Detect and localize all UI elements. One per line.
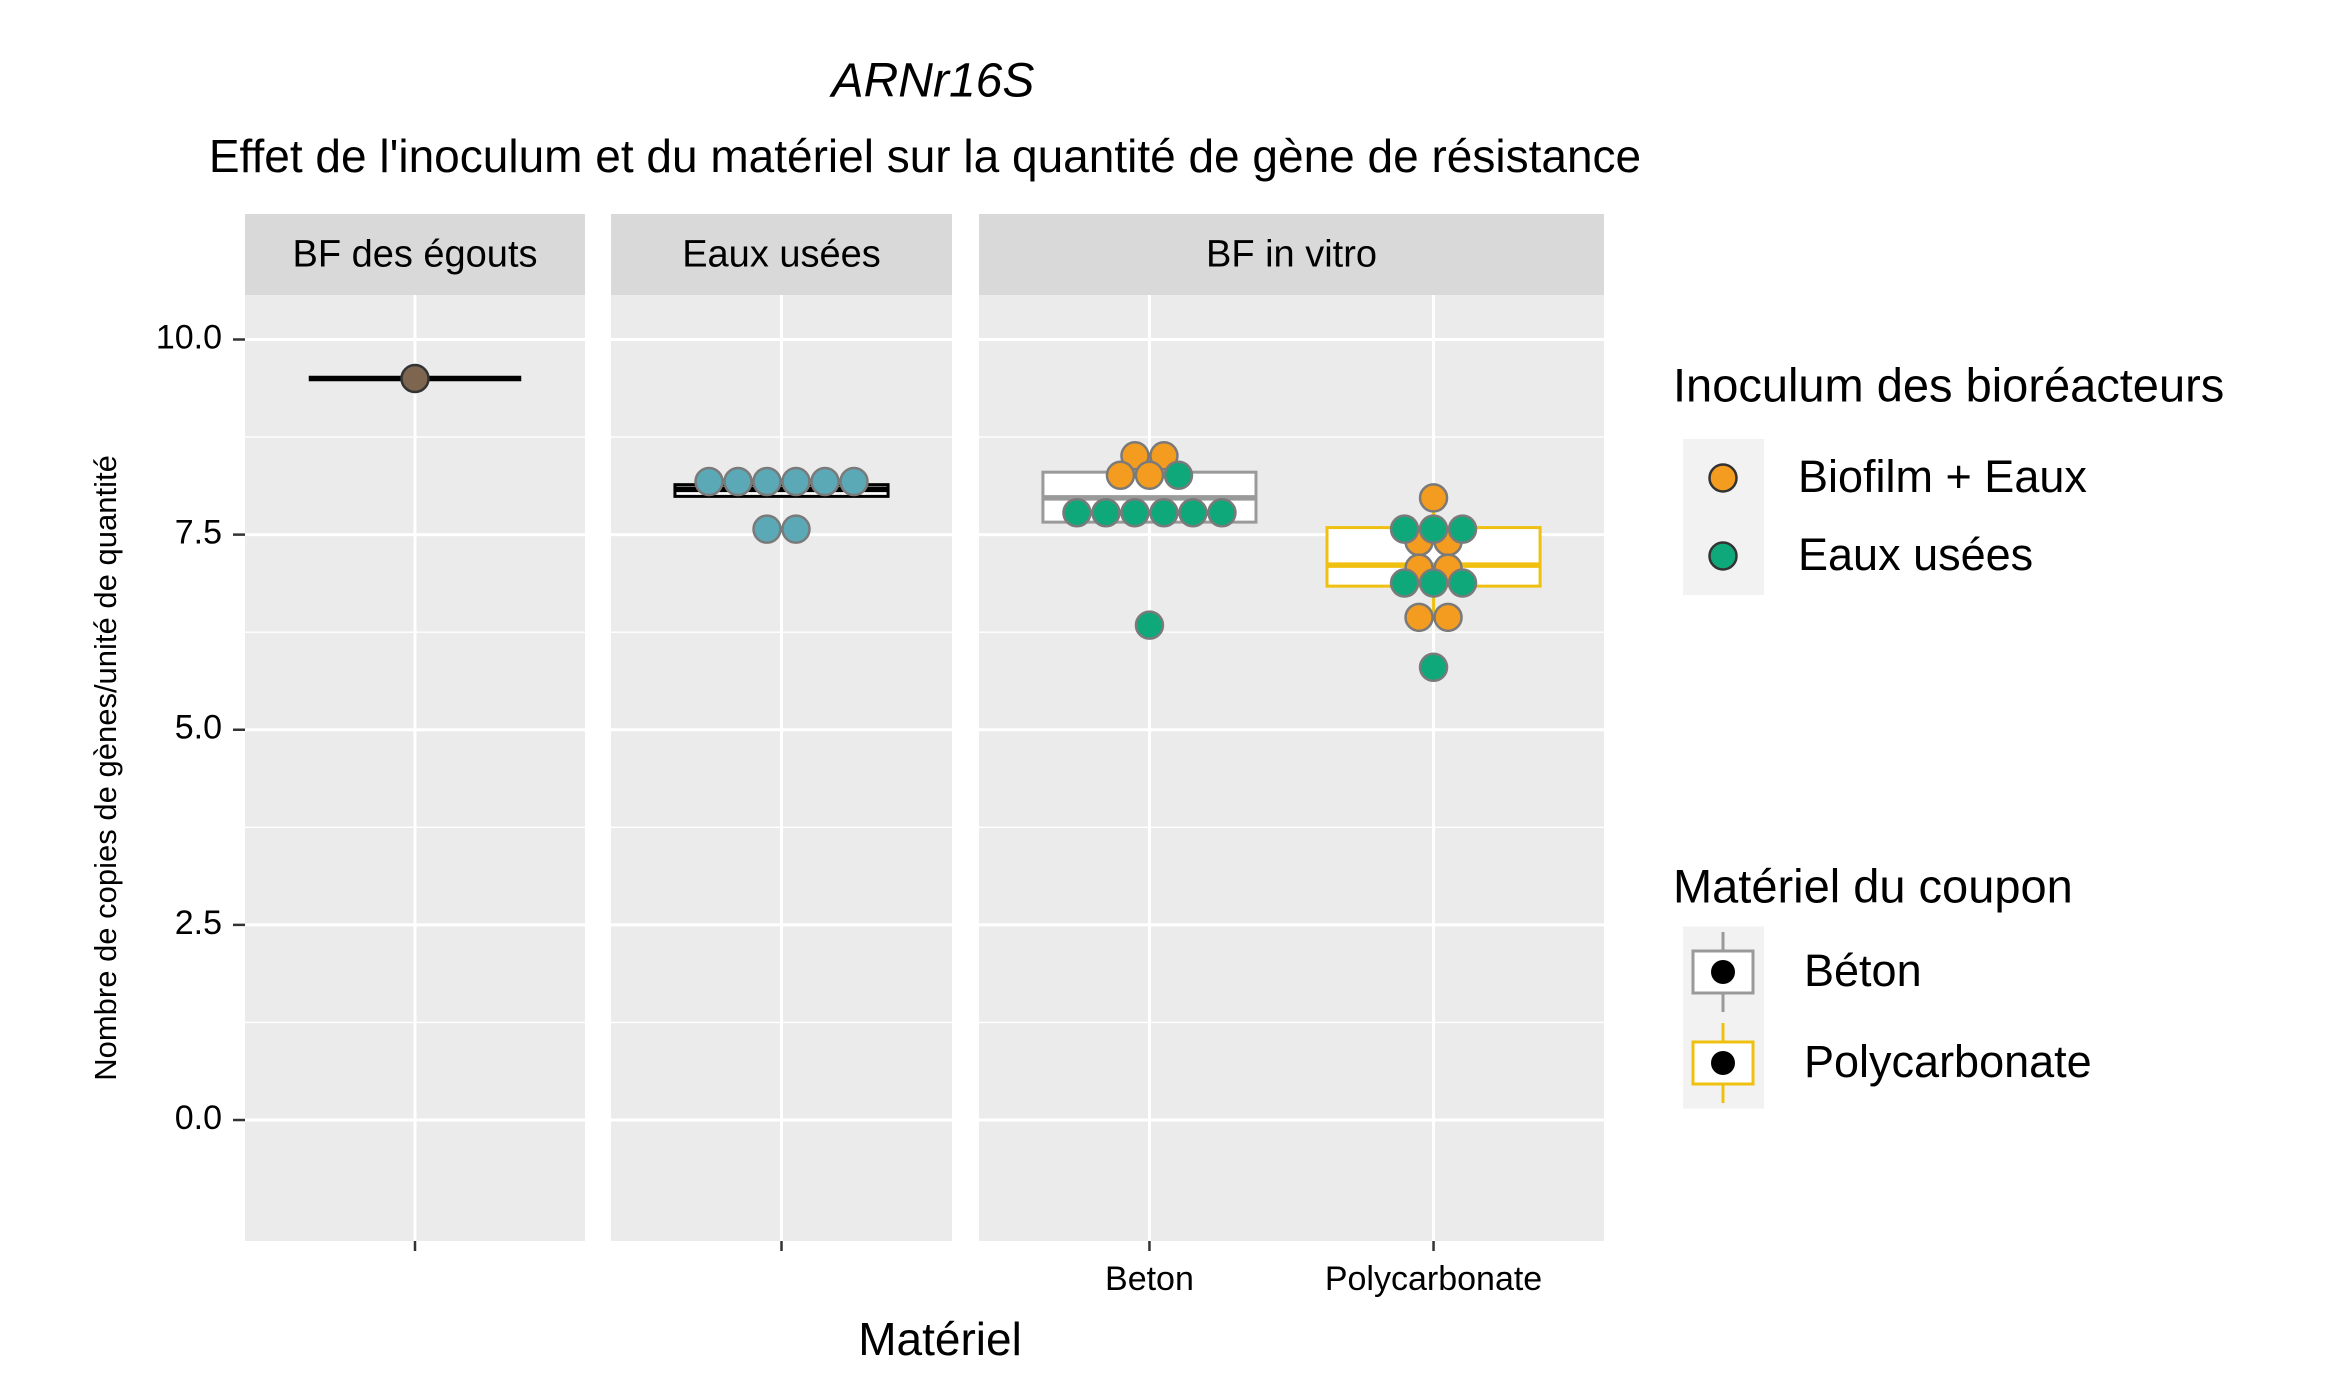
facet-strip — [979, 214, 1604, 295]
chart-subtitle: Effet de l'inoculum et du matériel sur l… — [209, 130, 1641, 182]
dot — [839, 466, 869, 497]
dot — [1149, 441, 1179, 471]
y-tick-label: 10.0 — [156, 318, 222, 356]
y-tick-label: 5.0 — [175, 709, 222, 747]
dot — [723, 466, 753, 497]
y-tick-label: 0.0 — [175, 1099, 222, 1137]
dot — [752, 514, 782, 544]
y-tick-label: 2.5 — [175, 904, 222, 942]
y-tick-label: 7.5 — [175, 514, 222, 552]
dot — [1163, 460, 1194, 491]
dot — [1418, 483, 1449, 513]
dot — [810, 466, 840, 497]
dot — [1134, 460, 1165, 491]
dot — [1404, 602, 1434, 633]
dot — [1433, 602, 1463, 633]
legend-label: Béton — [1804, 945, 1922, 996]
dot — [1447, 568, 1478, 598]
x-tick-label: Beton — [1105, 1260, 1194, 1298]
legend-title: Matériel du coupon — [1673, 859, 2073, 912]
dot — [1149, 498, 1179, 528]
legend-label: Biofilm + Eaux — [1798, 451, 2087, 502]
facet-strip — [611, 214, 952, 295]
dot — [1389, 568, 1420, 598]
facet-label: Eaux usées — [682, 234, 881, 276]
y-axis-title: Nombre de copies de gènes/unité de quant… — [88, 455, 123, 1081]
legend-title: Inoculum des bioréacteurs — [1673, 358, 2224, 411]
legend-key — [1708, 463, 1738, 493]
legend-key — [1708, 541, 1738, 571]
chart-title: ARNr16S — [829, 55, 1035, 108]
x-tick-label: Polycarbonate — [1325, 1260, 1542, 1298]
panel-background — [979, 295, 1604, 1241]
legend-key-dot — [1711, 960, 1735, 984]
dot — [1418, 568, 1449, 598]
dot — [1207, 498, 1237, 528]
dot — [1134, 610, 1165, 640]
dot — [1447, 514, 1478, 544]
facet-label: BF des égouts — [292, 234, 537, 276]
dot — [1120, 441, 1150, 471]
dot — [1178, 498, 1208, 528]
dot — [752, 466, 782, 497]
legend-key-dot — [1711, 1051, 1735, 1075]
dot — [781, 514, 811, 544]
dot — [1091, 498, 1121, 528]
dot — [781, 466, 811, 497]
facet-label: BF in vitro — [1206, 234, 1377, 276]
dot — [1418, 514, 1449, 544]
dot — [1389, 514, 1420, 544]
legend-label: Polycarbonate — [1804, 1036, 2092, 1087]
dot — [694, 466, 724, 497]
x-axis-title: Matériel — [858, 1313, 1022, 1365]
dot — [400, 363, 430, 394]
dot — [1105, 460, 1136, 491]
dot — [1418, 652, 1449, 683]
dot — [1062, 498, 1092, 528]
dot — [1120, 498, 1150, 528]
facet-strip — [245, 214, 585, 295]
legend-label: Eaux usées — [1798, 529, 2033, 580]
